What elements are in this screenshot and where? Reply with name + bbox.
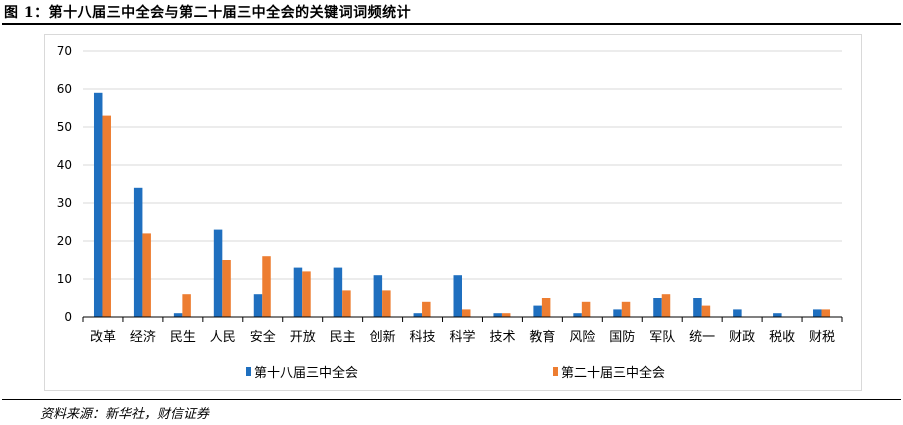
bar-2-科技: [422, 301, 431, 317]
x-category-label: 军队: [649, 330, 675, 345]
bar-1-风险: [573, 313, 582, 317]
x-category-label: 技术: [489, 330, 515, 345]
bar-2-改革: [102, 115, 111, 317]
source-note: 资料来源：新华社，财信证券: [40, 407, 210, 422]
bar-1-财税: [813, 309, 822, 317]
x-category-label: 风险: [569, 330, 595, 345]
bar-2-科学: [462, 309, 471, 317]
bar-1-财政: [733, 309, 742, 317]
x-category-label: 开放: [290, 330, 316, 345]
y-tick-label-70: 70: [57, 44, 72, 58]
bar-2-统一: [701, 305, 711, 317]
x-category-label: 税收: [769, 330, 795, 345]
bar-1-人民: [213, 229, 223, 317]
bar-2-人民: [222, 260, 231, 317]
gridlines: [83, 50, 842, 280]
x-axis-ticks: [82, 317, 843, 322]
x-category-label: 国防: [609, 329, 635, 345]
bar-2-创新: [382, 290, 391, 317]
y-tick-label-10: 10: [57, 272, 72, 286]
bar-2-民生: [182, 294, 191, 317]
y-tick-label-50: 50: [57, 120, 72, 134]
bar-1-科技: [413, 313, 423, 317]
bar-2-国防: [621, 301, 631, 317]
bar-1-税收: [773, 313, 782, 317]
x-axis-labels: 改革 经济 民生 人民 安全 开放 民主 创新 科技 科学 技术 教育 风险 国防 军队 统一 财政 税收 财税: [90, 329, 835, 345]
bottom-rule: [2, 399, 901, 400]
x-category-label: 财政: [729, 330, 755, 345]
x-category-label: 教育: [529, 329, 555, 345]
y-tick-label-60: 60: [57, 82, 72, 96]
bars: [93, 92, 831, 317]
bar-1-教育: [533, 305, 542, 317]
x-category-label: 财税: [809, 330, 835, 345]
x-category-label: 经济: [130, 330, 156, 345]
x-category-label: 民主: [330, 330, 356, 345]
bar-2-安全: [262, 256, 271, 317]
x-category-label: 科技: [410, 330, 436, 345]
y-tick-label-0: 0: [64, 310, 72, 324]
bar-2-开放: [302, 271, 311, 317]
bar-2-军队: [661, 294, 671, 317]
bar-2-财税: [821, 309, 831, 317]
x-category-label: 民生: [170, 330, 196, 345]
bar-2-经济: [142, 233, 151, 317]
bar-1-国防: [613, 309, 622, 317]
x-category-label: 创新: [370, 329, 396, 345]
bar-chart: 0 10 20 30 40 50 60 70 改革 经济 民生 人民 安全 开放 民主 创新 科技 科学 技术 教育…: [57, 44, 843, 381]
y-tick-label-30: 30: [57, 196, 72, 210]
bar-1-创新: [373, 275, 383, 317]
bar-1-安全: [253, 294, 263, 317]
bar-2-教育: [541, 298, 551, 317]
bar-1-民主: [333, 267, 343, 317]
bar-2-风险: [581, 301, 591, 317]
figure-title: 图 1：第十八届三中全会与第二十届三中全会的关键词词频统计: [4, 5, 412, 21]
bar-1-改革: [93, 92, 103, 317]
bar-1-技术: [493, 313, 502, 317]
bar-1-开放: [293, 267, 303, 317]
x-category-label: 人民: [210, 330, 236, 345]
y-tick-label-40: 40: [57, 158, 72, 172]
x-category-label: 科学: [449, 329, 475, 345]
x-category-label: 改革: [90, 330, 116, 345]
x-category-label: 统一: [689, 330, 715, 345]
bar-2-民主: [342, 290, 351, 317]
x-category-label: 安全: [250, 329, 276, 345]
top-rule: [2, 23, 901, 25]
chart-frame: [44, 34, 862, 391]
bar-1-经济: [133, 187, 143, 317]
legend-swatch-series-2: [553, 367, 558, 376]
legend: 第十八届三中全会 第二十届三中全会: [246, 365, 665, 381]
bar-1-科学: [453, 275, 462, 317]
bar-1-统一: [693, 298, 702, 317]
legend-swatch-series-1: [246, 367, 251, 376]
bar-2-技术: [501, 313, 511, 317]
bar-1-民生: [173, 313, 183, 317]
y-tick-label-20: 20: [57, 234, 72, 248]
y-axis-ticks: 0 10 20 30 40 50 60 70: [57, 44, 72, 324]
legend-label-series-1: 第十八届三中全会: [254, 365, 358, 381]
legend-label-series-2: 第二十届三中全会: [561, 365, 665, 381]
bar-1-军队: [653, 298, 662, 317]
